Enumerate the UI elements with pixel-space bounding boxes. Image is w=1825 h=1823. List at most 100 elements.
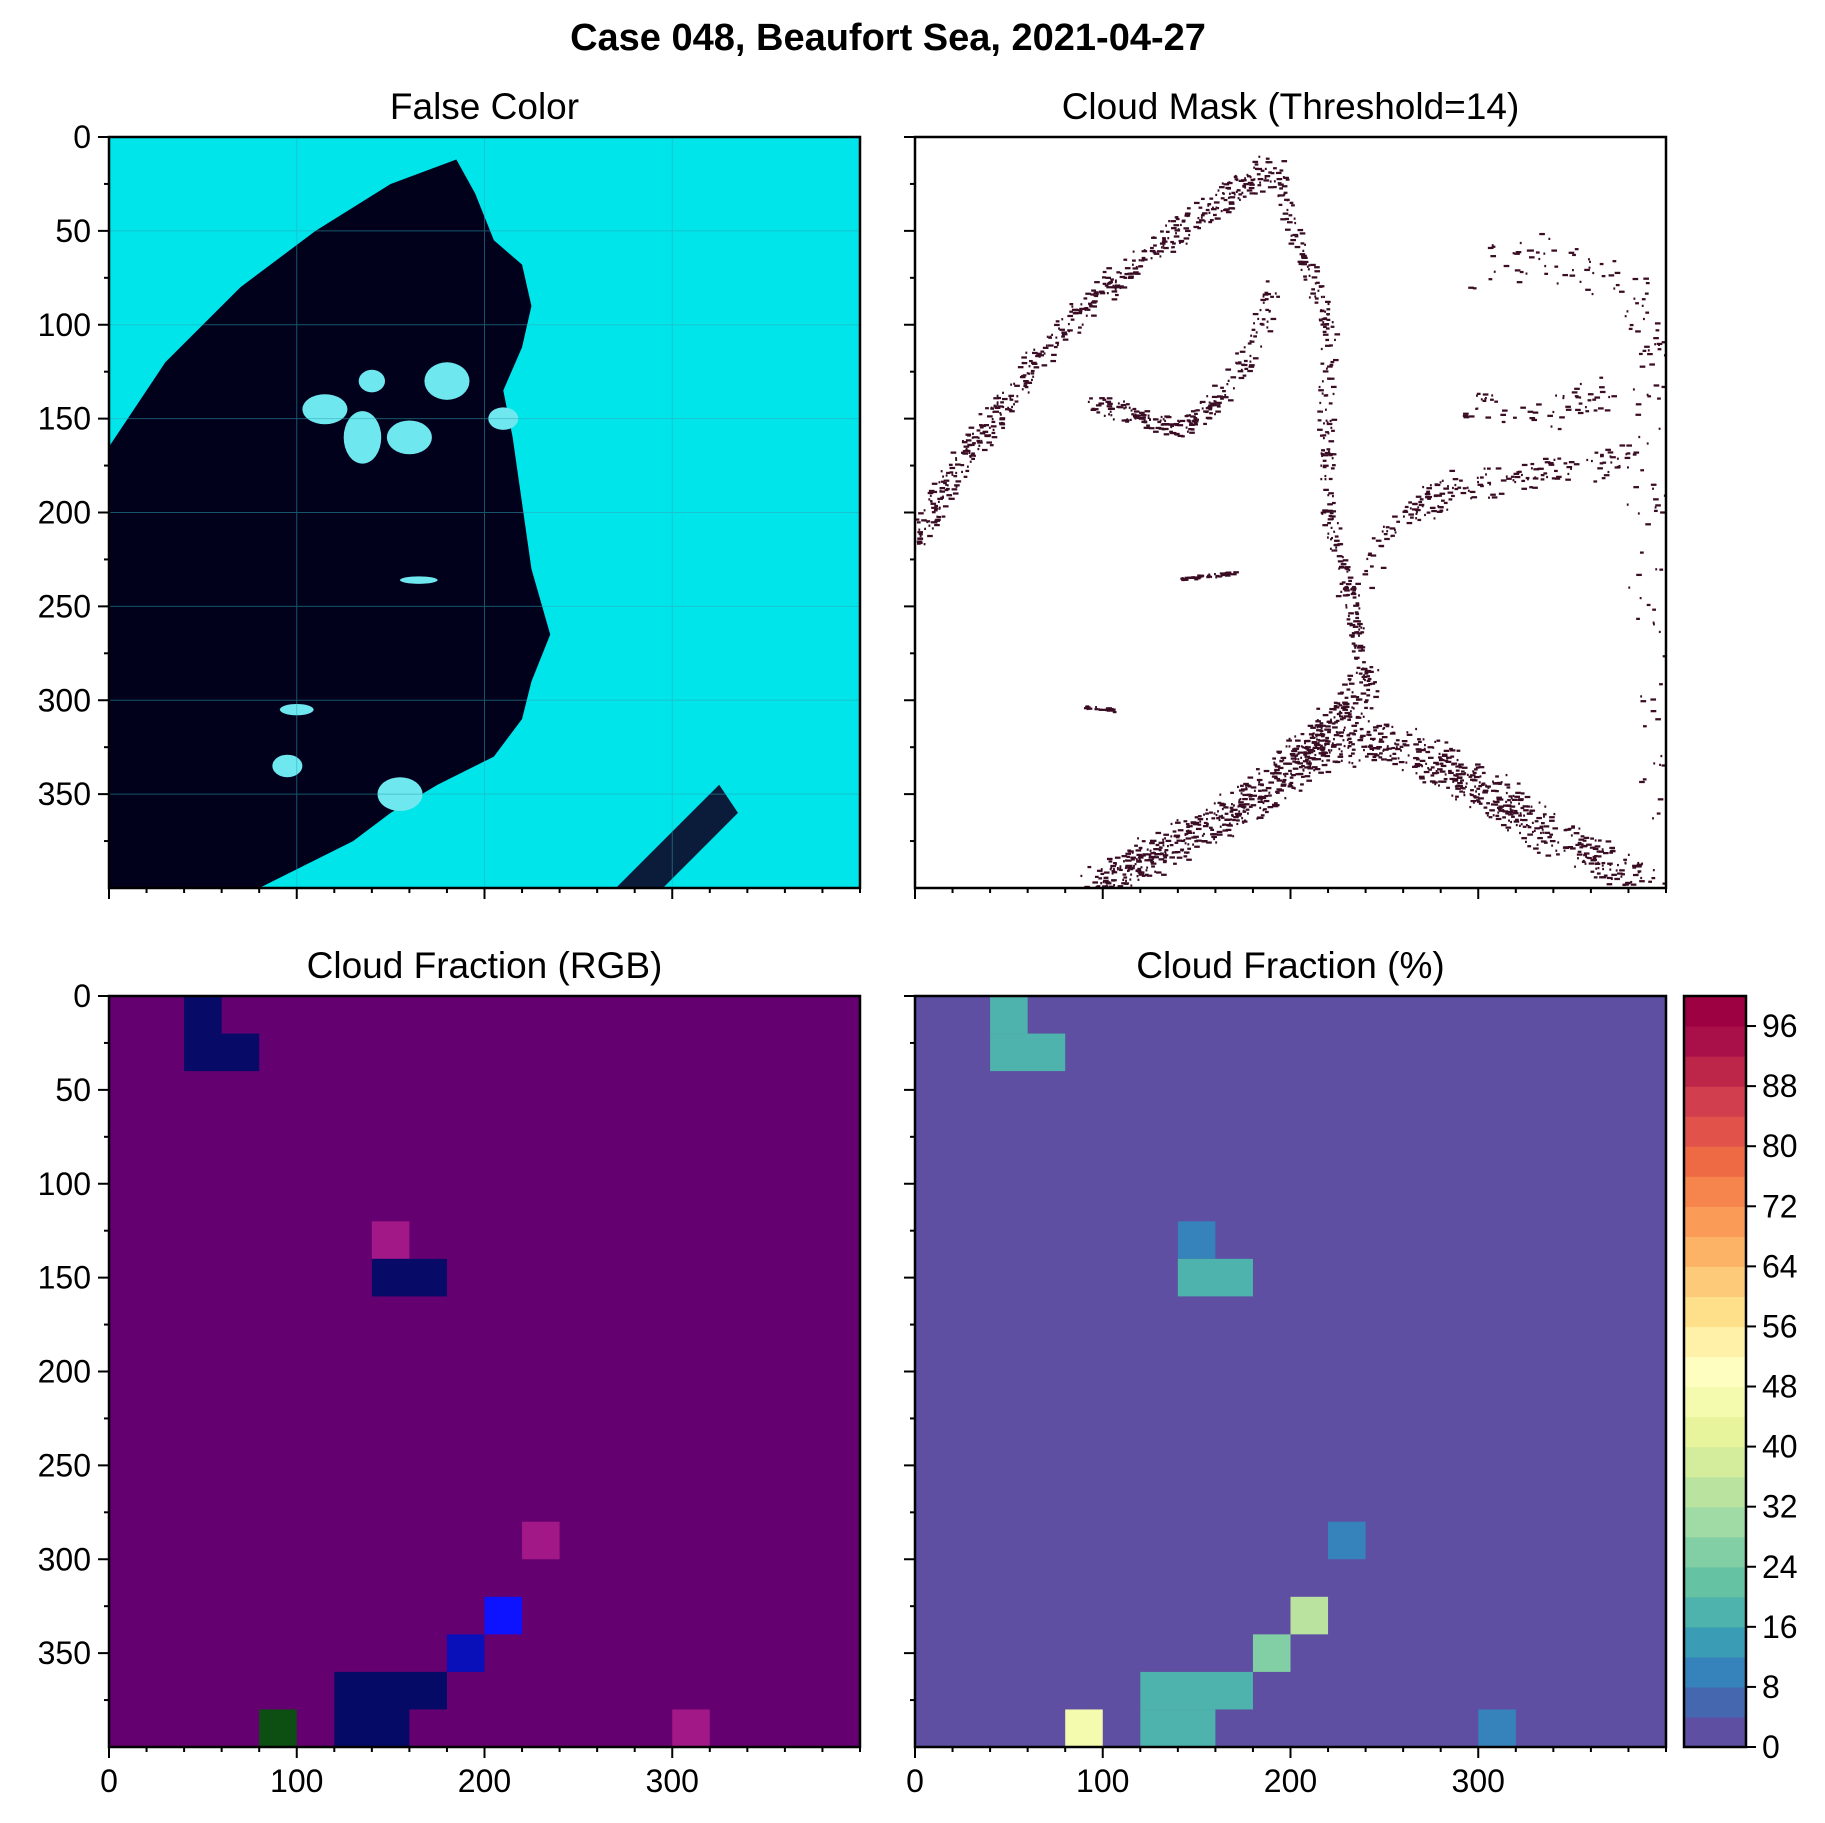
masked-pixel (1358, 625, 1361, 628)
masked-pixel (1209, 197, 1214, 200)
masked-pixel (1331, 321, 1334, 324)
masked-pixel (1152, 236, 1155, 239)
masked-pixel (1099, 292, 1106, 295)
masked-pixel (1355, 716, 1362, 719)
masked-pixel (1326, 313, 1330, 316)
masked-pixel (1301, 254, 1306, 257)
masked-pixel (1541, 828, 1544, 831)
masked-pixel (1593, 409, 1598, 412)
masked-pixel (1585, 410, 1590, 413)
masked-pixel (1237, 370, 1244, 373)
masked-pixel (1361, 649, 1365, 652)
masked-pixel (1590, 459, 1593, 463)
masked-pixel (1322, 437, 1325, 440)
masked-pixel (1344, 566, 1351, 569)
masked-pixel (1163, 246, 1169, 250)
masked-pixel (1203, 821, 1208, 825)
masked-pixel (1472, 795, 1477, 798)
masked-pixel (1184, 214, 1191, 217)
masked-pixel (1641, 304, 1644, 307)
masked-pixel (1490, 255, 1497, 258)
masked-pixel (1200, 216, 1203, 219)
masked-pixel (1231, 573, 1237, 576)
masked-pixel (985, 407, 989, 410)
masked-pixel (1441, 754, 1448, 758)
masked-pixel (1206, 395, 1209, 398)
masked-pixel (1348, 761, 1351, 764)
masked-pixel (1133, 271, 1139, 274)
masked-pixel (1243, 346, 1246, 349)
masked-pixel (1185, 414, 1190, 417)
masked-pixel (1430, 774, 1435, 777)
masked-pixel (1512, 479, 1515, 482)
masked-pixel (1236, 822, 1239, 826)
masked-pixel (1251, 794, 1258, 797)
masked-pixel (1550, 425, 1553, 428)
masked-pixel (1242, 821, 1245, 824)
masked-pixel (1565, 846, 1570, 850)
masked-pixel (927, 491, 934, 495)
masked-pixel (1413, 743, 1419, 746)
masked-pixel (1321, 410, 1323, 413)
masked-pixel (1565, 405, 1571, 408)
masked-pixel (1153, 252, 1160, 255)
masked-pixel (1233, 571, 1239, 574)
masked-pixel (1449, 747, 1453, 751)
masked-pixel (1339, 710, 1342, 713)
masked-pixel (1588, 266, 1591, 269)
masked-pixel (1140, 413, 1147, 417)
masked-pixel (1282, 773, 1285, 776)
masked-pixel (1308, 274, 1311, 277)
masked-pixel (1297, 758, 1300, 761)
masked-pixel (1534, 827, 1540, 830)
cloud-mask-image (915, 137, 1666, 888)
masked-pixel (1318, 389, 1324, 392)
masked-pixel (1355, 671, 1358, 674)
masked-pixel (993, 397, 999, 400)
masked-pixel (1383, 726, 1386, 730)
masked-pixel (1319, 725, 1323, 728)
masked-pixel (1340, 563, 1347, 566)
masked-pixel (1515, 791, 1521, 794)
masked-pixel (1302, 746, 1304, 749)
masked-pixel (1259, 806, 1262, 810)
masked-pixel (1331, 536, 1333, 540)
masked-pixel (1549, 839, 1556, 843)
masked-pixel (941, 515, 946, 518)
masked-pixel (1350, 695, 1355, 698)
masked-pixel (1653, 498, 1659, 501)
masked-pixel (1247, 785, 1252, 788)
masked-pixel (1181, 435, 1185, 438)
masked-pixel (1321, 317, 1328, 321)
masked-pixel (1238, 801, 1244, 804)
masked-pixel (1197, 576, 1202, 579)
masked-pixel (1577, 857, 1579, 860)
masked-pixel (1153, 244, 1157, 247)
masked-pixel (1210, 575, 1213, 579)
masked-pixel (1100, 872, 1105, 876)
fraction-cell (184, 1033, 260, 1072)
masked-pixel (1324, 394, 1329, 397)
masked-pixel (1150, 862, 1157, 865)
masked-pixel (1530, 249, 1534, 252)
masked-pixel (1371, 682, 1376, 685)
masked-pixel (1389, 732, 1396, 735)
masked-pixel (1322, 511, 1327, 514)
masked-pixel (1327, 302, 1330, 306)
masked-pixel (1520, 473, 1523, 477)
colorbar-tick-label: 72 (1762, 1188, 1798, 1224)
masked-pixel (1257, 317, 1260, 321)
masked-pixel (1340, 691, 1344, 694)
masked-pixel (1656, 812, 1661, 815)
masked-pixel (1275, 171, 1282, 175)
masked-pixel (1383, 532, 1388, 536)
masked-pixel (1549, 816, 1555, 819)
masked-pixel (1247, 793, 1252, 796)
masked-pixel (1527, 410, 1534, 413)
masked-pixel (1257, 800, 1264, 803)
masked-pixel (1259, 322, 1264, 326)
masked-pixel (1317, 428, 1323, 431)
masked-pixel (1617, 872, 1623, 875)
masked-pixel (1368, 552, 1372, 555)
masked-pixel (1624, 456, 1631, 460)
